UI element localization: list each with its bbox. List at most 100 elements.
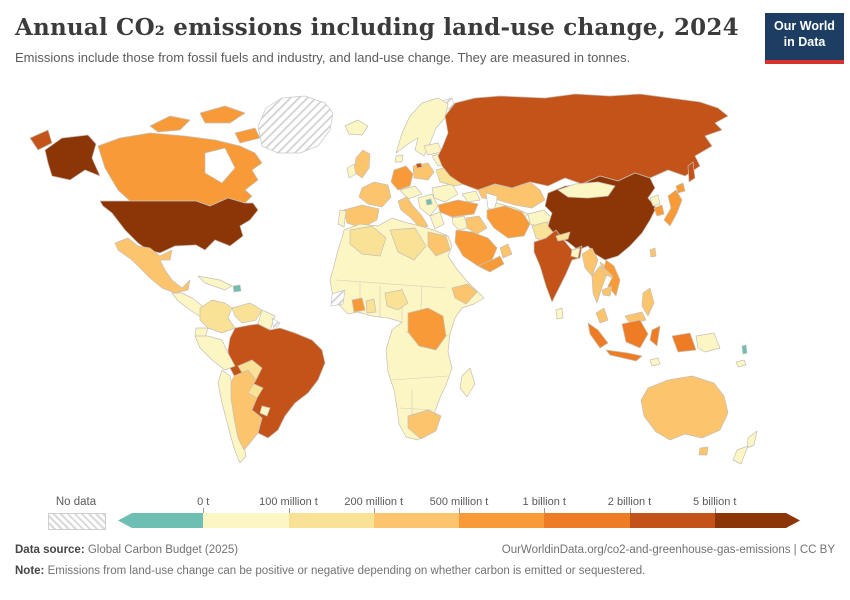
no-data-swatch[interactable] <box>48 513 106 530</box>
country-south_africa[interactable] <box>407 409 442 440</box>
country-czech_austria[interactable] <box>399 185 423 200</box>
country-western_sahara[interactable] <box>330 289 346 307</box>
country-myanmar[interactable] <box>581 247 599 277</box>
country-yemen[interactable] <box>477 255 505 273</box>
country-indonesia[interactable] <box>649 325 661 347</box>
country-russia[interactable] <box>687 161 696 183</box>
country-caucasus[interactable] <box>461 190 481 203</box>
country-turkey[interactable] <box>437 199 479 218</box>
legend-bin-3[interactable] <box>373 513 459 528</box>
country-timor[interactable] <box>649 357 661 367</box>
country-malaysia[interactable] <box>595 307 609 324</box>
country-madagascar[interactable] <box>459 367 476 398</box>
country-algeria[interactable] <box>349 225 387 257</box>
legend-tick-mark <box>288 508 290 513</box>
country-venezuela[interactable] <box>231 302 263 324</box>
country-iran[interactable] <box>486 205 531 239</box>
country-australia[interactable] <box>698 446 709 456</box>
country-png[interactable] <box>695 332 721 353</box>
country-new_zealand[interactable] <box>732 445 749 465</box>
legend-bin-4[interactable] <box>459 513 545 528</box>
country-new_zealand[interactable] <box>746 430 758 449</box>
country-uk[interactable] <box>353 149 371 179</box>
country-indonesia[interactable] <box>621 319 649 349</box>
country-india[interactable] <box>533 229 583 303</box>
owid-logo[interactable]: Our World in Data <box>765 13 844 64</box>
country-canada[interactable] <box>97 132 263 207</box>
legend-tick-label: 1 billion t <box>522 496 566 508</box>
legend-bin-1[interactable] <box>203 513 289 528</box>
country-france[interactable] <box>358 181 392 208</box>
country-japan[interactable] <box>675 182 686 194</box>
country-ghana[interactable] <box>365 298 377 314</box>
legend-bin-2[interactable] <box>288 513 374 528</box>
country-levant[interactable] <box>451 215 469 231</box>
country-greece[interactable] <box>429 211 445 230</box>
country-africa_base[interactable] <box>329 217 485 441</box>
country-scandinavia[interactable] <box>395 97 449 157</box>
source-url[interactable]: OurWorldinData.org/co2-and-greenhouse-ga… <box>501 544 835 556</box>
country-cambodia[interactable] <box>601 285 613 297</box>
country-denmark[interactable] <box>394 154 404 163</box>
choropleth-svg <box>29 93 758 465</box>
country-montenegro[interactable] <box>425 198 433 206</box>
legend-bin-5[interactable] <box>544 513 630 528</box>
country-mexico[interactable] <box>114 237 191 294</box>
country-iceland[interactable] <box>344 119 369 136</box>
country-portugal[interactable] <box>337 209 347 228</box>
legend-tick-mark <box>714 508 716 513</box>
country-french_guiana[interactable] <box>271 317 281 332</box>
country-cote_divoire[interactable] <box>351 297 366 313</box>
country-cuba[interactable] <box>197 275 233 291</box>
country-north_korea[interactable] <box>649 194 661 207</box>
country-thailand[interactable] <box>591 265 608 304</box>
country-russia[interactable] <box>415 162 423 169</box>
country-romania_bulgaria[interactable] <box>431 183 459 203</box>
legend-bin-7[interactable] <box>715 513 800 528</box>
country-vanuatu[interactable] <box>741 344 748 355</box>
country-philippines[interactable] <box>641 287 655 317</box>
country-uruguay[interactable] <box>259 405 271 417</box>
country-russia[interactable] <box>29 129 53 151</box>
country-canada[interactable] <box>149 115 191 133</box>
country-usa[interactable] <box>44 134 101 181</box>
country-south_korea[interactable] <box>653 204 665 217</box>
country-egypt[interactable] <box>427 231 451 257</box>
country-indonesia[interactable] <box>671 332 697 353</box>
legend-bar <box>118 513 800 528</box>
country-indonesia[interactable] <box>587 322 609 349</box>
country-bangladesh[interactable] <box>570 247 581 259</box>
country-nigeria[interactable] <box>384 289 409 311</box>
country-argentina[interactable] <box>230 369 263 451</box>
country-dr_congo[interactable] <box>407 307 447 351</box>
country-greenland[interactable] <box>257 95 334 154</box>
country-peru[interactable] <box>194 335 236 371</box>
country-australia[interactable] <box>640 375 729 441</box>
country-sri_lanka[interactable] <box>555 307 564 320</box>
country-taiwan[interactable] <box>649 247 657 258</box>
country-new_caledonia[interactable] <box>735 359 747 368</box>
country-usa[interactable] <box>99 197 259 254</box>
country-canada[interactable] <box>199 105 246 124</box>
footnote-value: Emissions from land-use change can be po… <box>44 565 646 577</box>
country-spain[interactable] <box>343 204 380 229</box>
country-italy[interactable] <box>397 196 429 230</box>
country-colombia[interactable] <box>199 299 236 334</box>
country-oman[interactable] <box>499 243 513 259</box>
country-iraq[interactable] <box>465 215 488 235</box>
country-mongolia[interactable] <box>557 181 616 199</box>
legend-bin-6[interactable] <box>629 513 715 528</box>
country-russia[interactable] <box>437 93 729 191</box>
country-libya[interactable] <box>389 227 427 261</box>
country-germany[interactable] <box>390 165 414 191</box>
country-indonesia[interactable] <box>605 349 643 362</box>
legend-bin-0[interactable] <box>118 513 204 528</box>
country-nepal[interactable] <box>555 231 571 242</box>
country-haiti[interactable] <box>232 284 242 293</box>
country-vietnam[interactable] <box>603 259 621 297</box>
country-ethiopia[interactable] <box>451 283 478 305</box>
country-canada[interactable] <box>234 127 261 144</box>
legend-tick-mark <box>373 508 375 513</box>
country-japan[interactable] <box>663 189 683 227</box>
country-ireland[interactable] <box>346 163 357 179</box>
